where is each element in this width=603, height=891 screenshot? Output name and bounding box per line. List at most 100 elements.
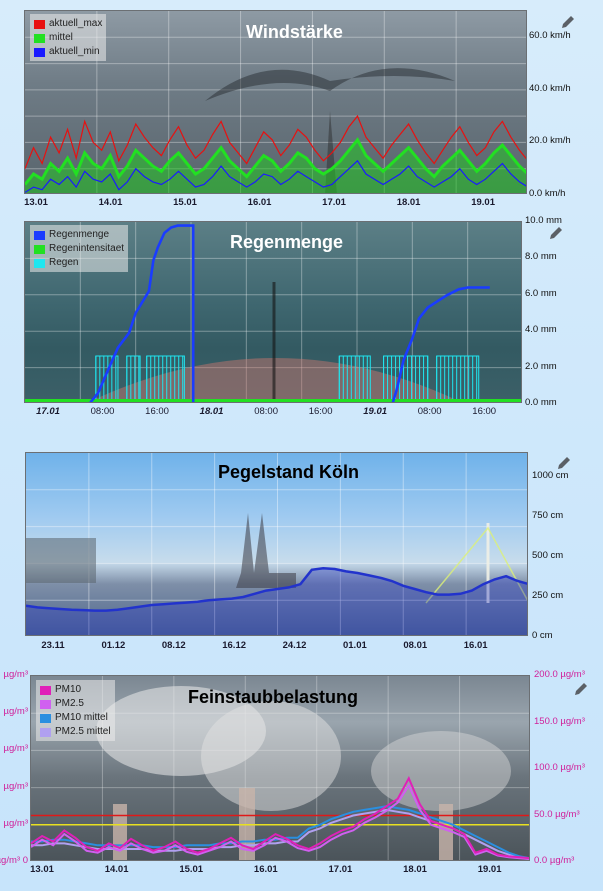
series-line-aktuell-min [25, 159, 526, 193]
series-area-pegel [26, 568, 527, 635]
rain-chart-panel: Regenmenge Regenmenge Regenintensitaet R… [0, 215, 603, 430]
legend-swatch [34, 230, 45, 240]
x-tick-label: 19.01 [477, 864, 502, 875]
x-tick-label: 16.01 [247, 197, 272, 208]
legend-item-pm10-mittel[interactable]: PM10 mittel [40, 711, 111, 725]
x-tick-label: 08.12 [161, 640, 186, 651]
y-tick-label: 0.0 mm [525, 397, 557, 408]
y-tick-label: 0.0 µg/m³ [534, 855, 575, 866]
legend-swatch [34, 258, 45, 268]
left-y-tick-label: µg/m³ [3, 706, 28, 718]
x-tick-label: 18.01 [199, 406, 224, 417]
building-shape [26, 538, 96, 583]
pencil-icon[interactable] [548, 225, 564, 241]
x-tick-label: 18.01 [396, 197, 421, 208]
x-tick-label: 08:00 [90, 406, 115, 417]
y-tick-label: 100.0 µg/m³ [534, 762, 585, 773]
x-tick-label: 18.01 [403, 864, 427, 875]
y-tick-label: 0 cm [532, 630, 553, 641]
x-tick-label: 16:00 [145, 406, 169, 417]
y-tick-label: 4.0 mm [525, 324, 557, 336]
bridge-cables-shape [425, 526, 527, 604]
x-tick-label: 15.01 [179, 864, 204, 875]
x-tick-label: 16.01 [253, 864, 278, 875]
pencil-icon[interactable] [573, 681, 589, 697]
x-tick-label: 01.12 [101, 640, 126, 651]
wind-chart-panel: Windstärke aktuell_max mittel aktuell_mi… [0, 0, 603, 215]
x-tick-label: 17.01 [36, 406, 60, 417]
y-tick-label: 40.0 km/h [529, 82, 571, 94]
x-tick-label: 17.01 [322, 197, 346, 208]
pencil-icon[interactable] [556, 455, 572, 471]
x-tick-label: 17.01 [328, 864, 353, 875]
x-tick-label: 19.01 [471, 197, 495, 208]
pegel-chart-panel: Pegelstand Köln 0 cm 250 cm 500 cm 750 cm 10… [0, 430, 603, 665]
x-tick-label: 14.01 [98, 197, 123, 208]
legend-item-mittel[interactable]: mittel [34, 31, 102, 45]
y-tick-label: 750 cm [532, 510, 564, 521]
series-line-mittel [25, 137, 526, 186]
dust-chart-legend: PM10 PM2.5 PM10 mittel PM2.5 mittel [36, 680, 115, 741]
legend-swatch [34, 33, 45, 43]
x-tick-label: 16.12 [222, 640, 247, 651]
legend-item-regenintensitaet[interactable]: Regenintensitaet [34, 242, 124, 256]
rain-chart-legend: Regenmenge Regenintensitaet Regen [30, 225, 129, 272]
smoke-cloud-shape [371, 731, 511, 811]
y-tick-label: 10.0 mm [525, 215, 562, 226]
y-tick-label: 200.0 µg/m³ [534, 669, 585, 680]
pegel-chart-title: Pegelstand Köln [218, 462, 360, 482]
series-line-pm2-5 [31, 783, 529, 860]
legend-item-aktuell-max[interactable]: aktuell_max [34, 17, 102, 31]
left-y-tick-label: 0 µg/m³ [0, 855, 28, 866]
chimney-shape [113, 804, 127, 860]
smoke-cloud-shape [201, 701, 341, 811]
series-line-aktuell-max [25, 114, 526, 169]
left-y-tick-label: µg/m³ [3, 817, 28, 829]
legend-swatch [40, 699, 51, 709]
legend-swatch [34, 47, 45, 57]
cathedral-shape [236, 513, 296, 588]
wind-chart-title: Windstärke [246, 22, 343, 42]
x-tick-label: 08:00 [254, 406, 278, 417]
y-tick-label: 60.0 km/h [529, 30, 571, 42]
dust-chart-title: Feinstaubbelastung [188, 687, 359, 707]
y-tick-label: 0.0 km/h [529, 188, 566, 199]
legend-item-regen[interactable]: Regen [34, 256, 124, 270]
x-tick-label: 23.11 [41, 640, 65, 651]
y-tick-label: 500 cm [532, 550, 564, 561]
y-tick-label: 1000 cm [532, 470, 569, 481]
y-tick-label: 2.0 mm [525, 360, 557, 372]
y-tick-label: 8.0 mm [525, 251, 557, 263]
left-y-tick-label: µg/m³ [3, 780, 28, 792]
wind-chart-svg [25, 11, 526, 193]
x-tick-label: 13.01 [30, 864, 54, 875]
pegel-chart-frame [25, 452, 528, 636]
left-y-tick-label: µg/m³ [3, 743, 28, 755]
legend-item-pm25-mittel[interactable]: PM2.5 mittel [40, 725, 111, 739]
x-tick-label: 01.01 [342, 640, 367, 651]
series-bars-regenintensitaet [25, 399, 521, 402]
y-tick-label: 150.0 µg/m³ [534, 715, 585, 727]
legend-item-pm10[interactable]: PM10 [40, 683, 111, 697]
y-tick-label: 6.0 mm [525, 287, 557, 299]
series-line-pm2-5-mittel [31, 808, 529, 860]
legend-swatch [34, 19, 45, 29]
x-tick-label: 14.01 [104, 864, 129, 875]
legend-item-aktuell-min[interactable]: aktuell_min [34, 45, 102, 59]
x-tick-label: 19.01 [363, 406, 388, 417]
x-tick-label: 08.01 [403, 640, 428, 651]
legend-item-pm25[interactable]: PM2.5 [40, 697, 111, 711]
pencil-icon[interactable] [560, 14, 576, 30]
legend-item-regenmenge[interactable]: Regenmenge [34, 228, 124, 242]
x-tick-label: 24.12 [282, 640, 307, 651]
wind-chart-legend: aktuell_max mittel aktuell_min [30, 14, 107, 61]
rain-chart-title: Regenmenge [230, 232, 344, 252]
legend-swatch [34, 244, 45, 254]
y-tick-label: 20.0 km/h [529, 135, 571, 147]
dust-chart-frame [30, 675, 530, 861]
dust-chart-panel: Feinstaubbelastung PM10 PM2.5 PM10 mitte… [0, 665, 603, 891]
x-tick-label: 16:00 [308, 406, 333, 417]
legend-swatch [40, 685, 51, 695]
wind-chart-frame [24, 10, 527, 194]
series-line-regenmenge [89, 224, 490, 402]
